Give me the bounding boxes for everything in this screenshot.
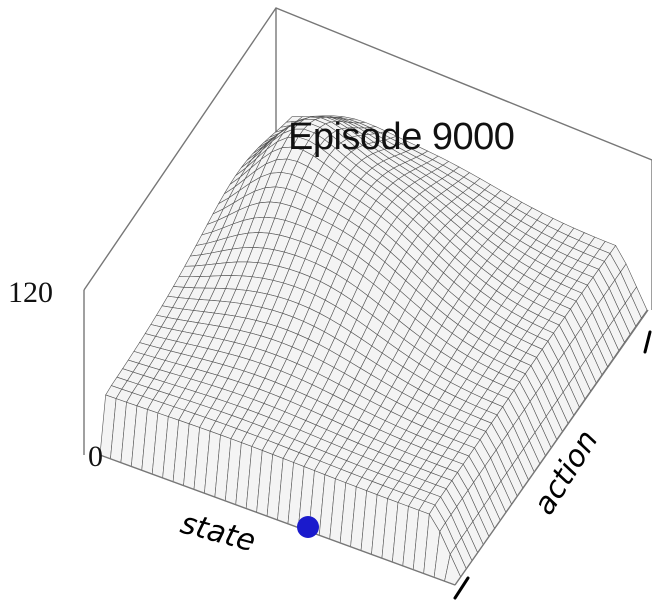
action-axis: [454, 309, 649, 586]
action-tick-1: [643, 330, 652, 354]
action-tick-marks: [453, 330, 652, 600]
z-tick-120: 120: [8, 276, 53, 309]
chart-title: Episode 9000: [288, 116, 515, 158]
box-front-edges: [99, 309, 649, 586]
state-marker: [297, 516, 319, 538]
z-tick-0: 0: [88, 440, 103, 473]
state-axis: [99, 454, 456, 586]
action-tick-minus1: [453, 576, 470, 600]
surface-mesh: [99, 115, 648, 586]
